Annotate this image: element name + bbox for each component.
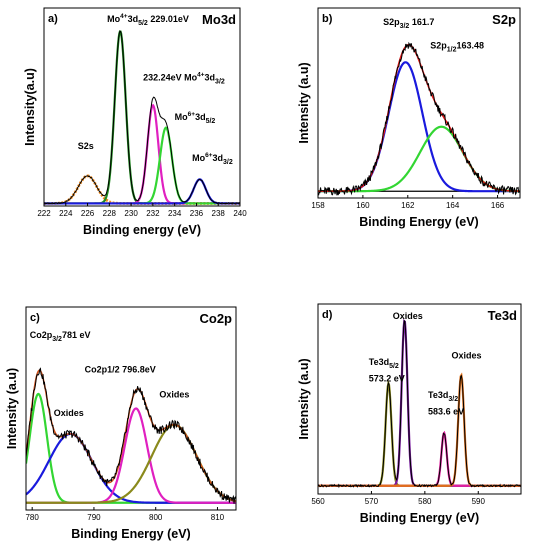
plot-area (26, 367, 236, 504)
x-axis-label: Binding energy (eV) (83, 223, 201, 237)
panel-3: 780 790 800 810 Binding Energy (eV) Intensity… (5, 306, 237, 541)
x-tick-label: 158 (311, 201, 325, 210)
peak-annotation: 573.2 eV (369, 374, 405, 384)
peak-annotation: Oxides (452, 351, 482, 361)
plot-frame (317, 7, 521, 199)
fit-envelope (318, 43, 520, 193)
panel-label: a) (48, 13, 58, 25)
peak-annotation: S2p3/2 161.7 (383, 17, 434, 30)
peak-annotation: Oxides (393, 311, 423, 321)
x-tick-label: 240 (233, 209, 247, 218)
x-tick-label: 222 (37, 209, 51, 218)
panel-2: 158 160 162 164 166 Binding Energy (eV) Intens… (297, 7, 521, 229)
x-axis-label: Binding Energy (eV) (71, 527, 190, 541)
panel-1: 222 224 226 228 230 232 234 236 238 240 Binding en… (23, 7, 247, 237)
peak-2 (318, 318, 521, 487)
peak-1 (318, 379, 521, 487)
panel-title: Te3d (488, 308, 517, 323)
x-tick-label: 230 (124, 209, 138, 218)
x-tick-label: 810 (211, 513, 225, 522)
peak-annotation: Co2p3/2781 eV (30, 330, 91, 343)
x-tick-label: 234 (168, 209, 182, 218)
peak-annotation: Mo4+3d5/2 229.01eV (107, 13, 189, 27)
panel-label: b) (322, 13, 333, 25)
x-axis-label: Binding Energy (eV) (360, 511, 479, 525)
panel-label: c) (30, 312, 40, 324)
plot-area (318, 41, 520, 196)
peak-3 (318, 430, 521, 487)
measured-data (44, 30, 240, 205)
plot-area (44, 30, 240, 205)
x-tick-label: 232 (146, 209, 160, 218)
peak-4 (318, 372, 521, 487)
y-axis-label: Intensity (a.u) (5, 368, 19, 449)
peak-annotation: S2p1/2163.48 (430, 41, 484, 54)
panel-title: Co2p (200, 311, 233, 326)
x-tick-label: 162 (401, 201, 415, 210)
x-tick-label: 226 (81, 209, 95, 218)
x-tick-label: 800 (149, 513, 163, 522)
y-axis-label: Intensity (a.u) (297, 358, 311, 439)
x-tick-label: 166 (491, 201, 505, 210)
peak-annotation: 232.24eV Mo4+3d3/2 (143, 71, 225, 85)
panel-4: 560 570 580 590 Binding Energy (eV) Intensity… (297, 303, 522, 525)
peak-annotation: Te3d3/2 (428, 390, 458, 403)
x-tick-label: 236 (190, 209, 204, 218)
peak-annotation: Mo6+3d5/2 (175, 111, 216, 125)
peak-annotation: Oxides (54, 408, 84, 418)
y-axis-label: Intensity (a.u) (297, 62, 311, 143)
x-tick-label: 238 (212, 209, 226, 218)
peak-annotation: Co2p1/2 796.8eV (85, 364, 156, 374)
peak-3 (26, 407, 236, 504)
peak-annotation: 583.6 eV (428, 407, 464, 417)
y-axis-label: Intensity(a.u) (23, 68, 37, 146)
x-tick-label: 164 (446, 201, 460, 210)
measured-data (26, 367, 236, 504)
peak-annotation: Oxides (159, 390, 189, 400)
peak-annotation: Mo6+3d3/2 (192, 152, 233, 166)
x-tick-label: 590 (472, 497, 486, 506)
peak-annotation: S2s (78, 141, 94, 151)
x-tick-label: 570 (365, 497, 379, 506)
peak-1 (318, 61, 520, 193)
panel-title: S2p (492, 12, 516, 27)
peak-annotation: Te3d5/2 (369, 357, 399, 370)
x-tick-label: 790 (87, 513, 101, 522)
x-tick-label: 780 (25, 513, 39, 522)
plot-frame (43, 7, 241, 207)
measured-data (318, 41, 520, 196)
x-tick-label: 160 (356, 201, 370, 210)
plot-frame (25, 306, 237, 511)
x-tick-label: 580 (418, 497, 432, 506)
peak-2 (318, 125, 520, 193)
plot-area (318, 318, 521, 489)
measured-data (318, 319, 521, 489)
panel-label: d) (322, 309, 333, 321)
x-tick-label: 228 (103, 209, 117, 218)
x-tick-label: 224 (59, 209, 73, 218)
x-tick-label: 560 (311, 497, 325, 506)
x-axis-label: Binding Energy (eV) (359, 215, 478, 229)
plot-frame (317, 303, 522, 495)
panel-title: Mo3d (202, 12, 236, 27)
